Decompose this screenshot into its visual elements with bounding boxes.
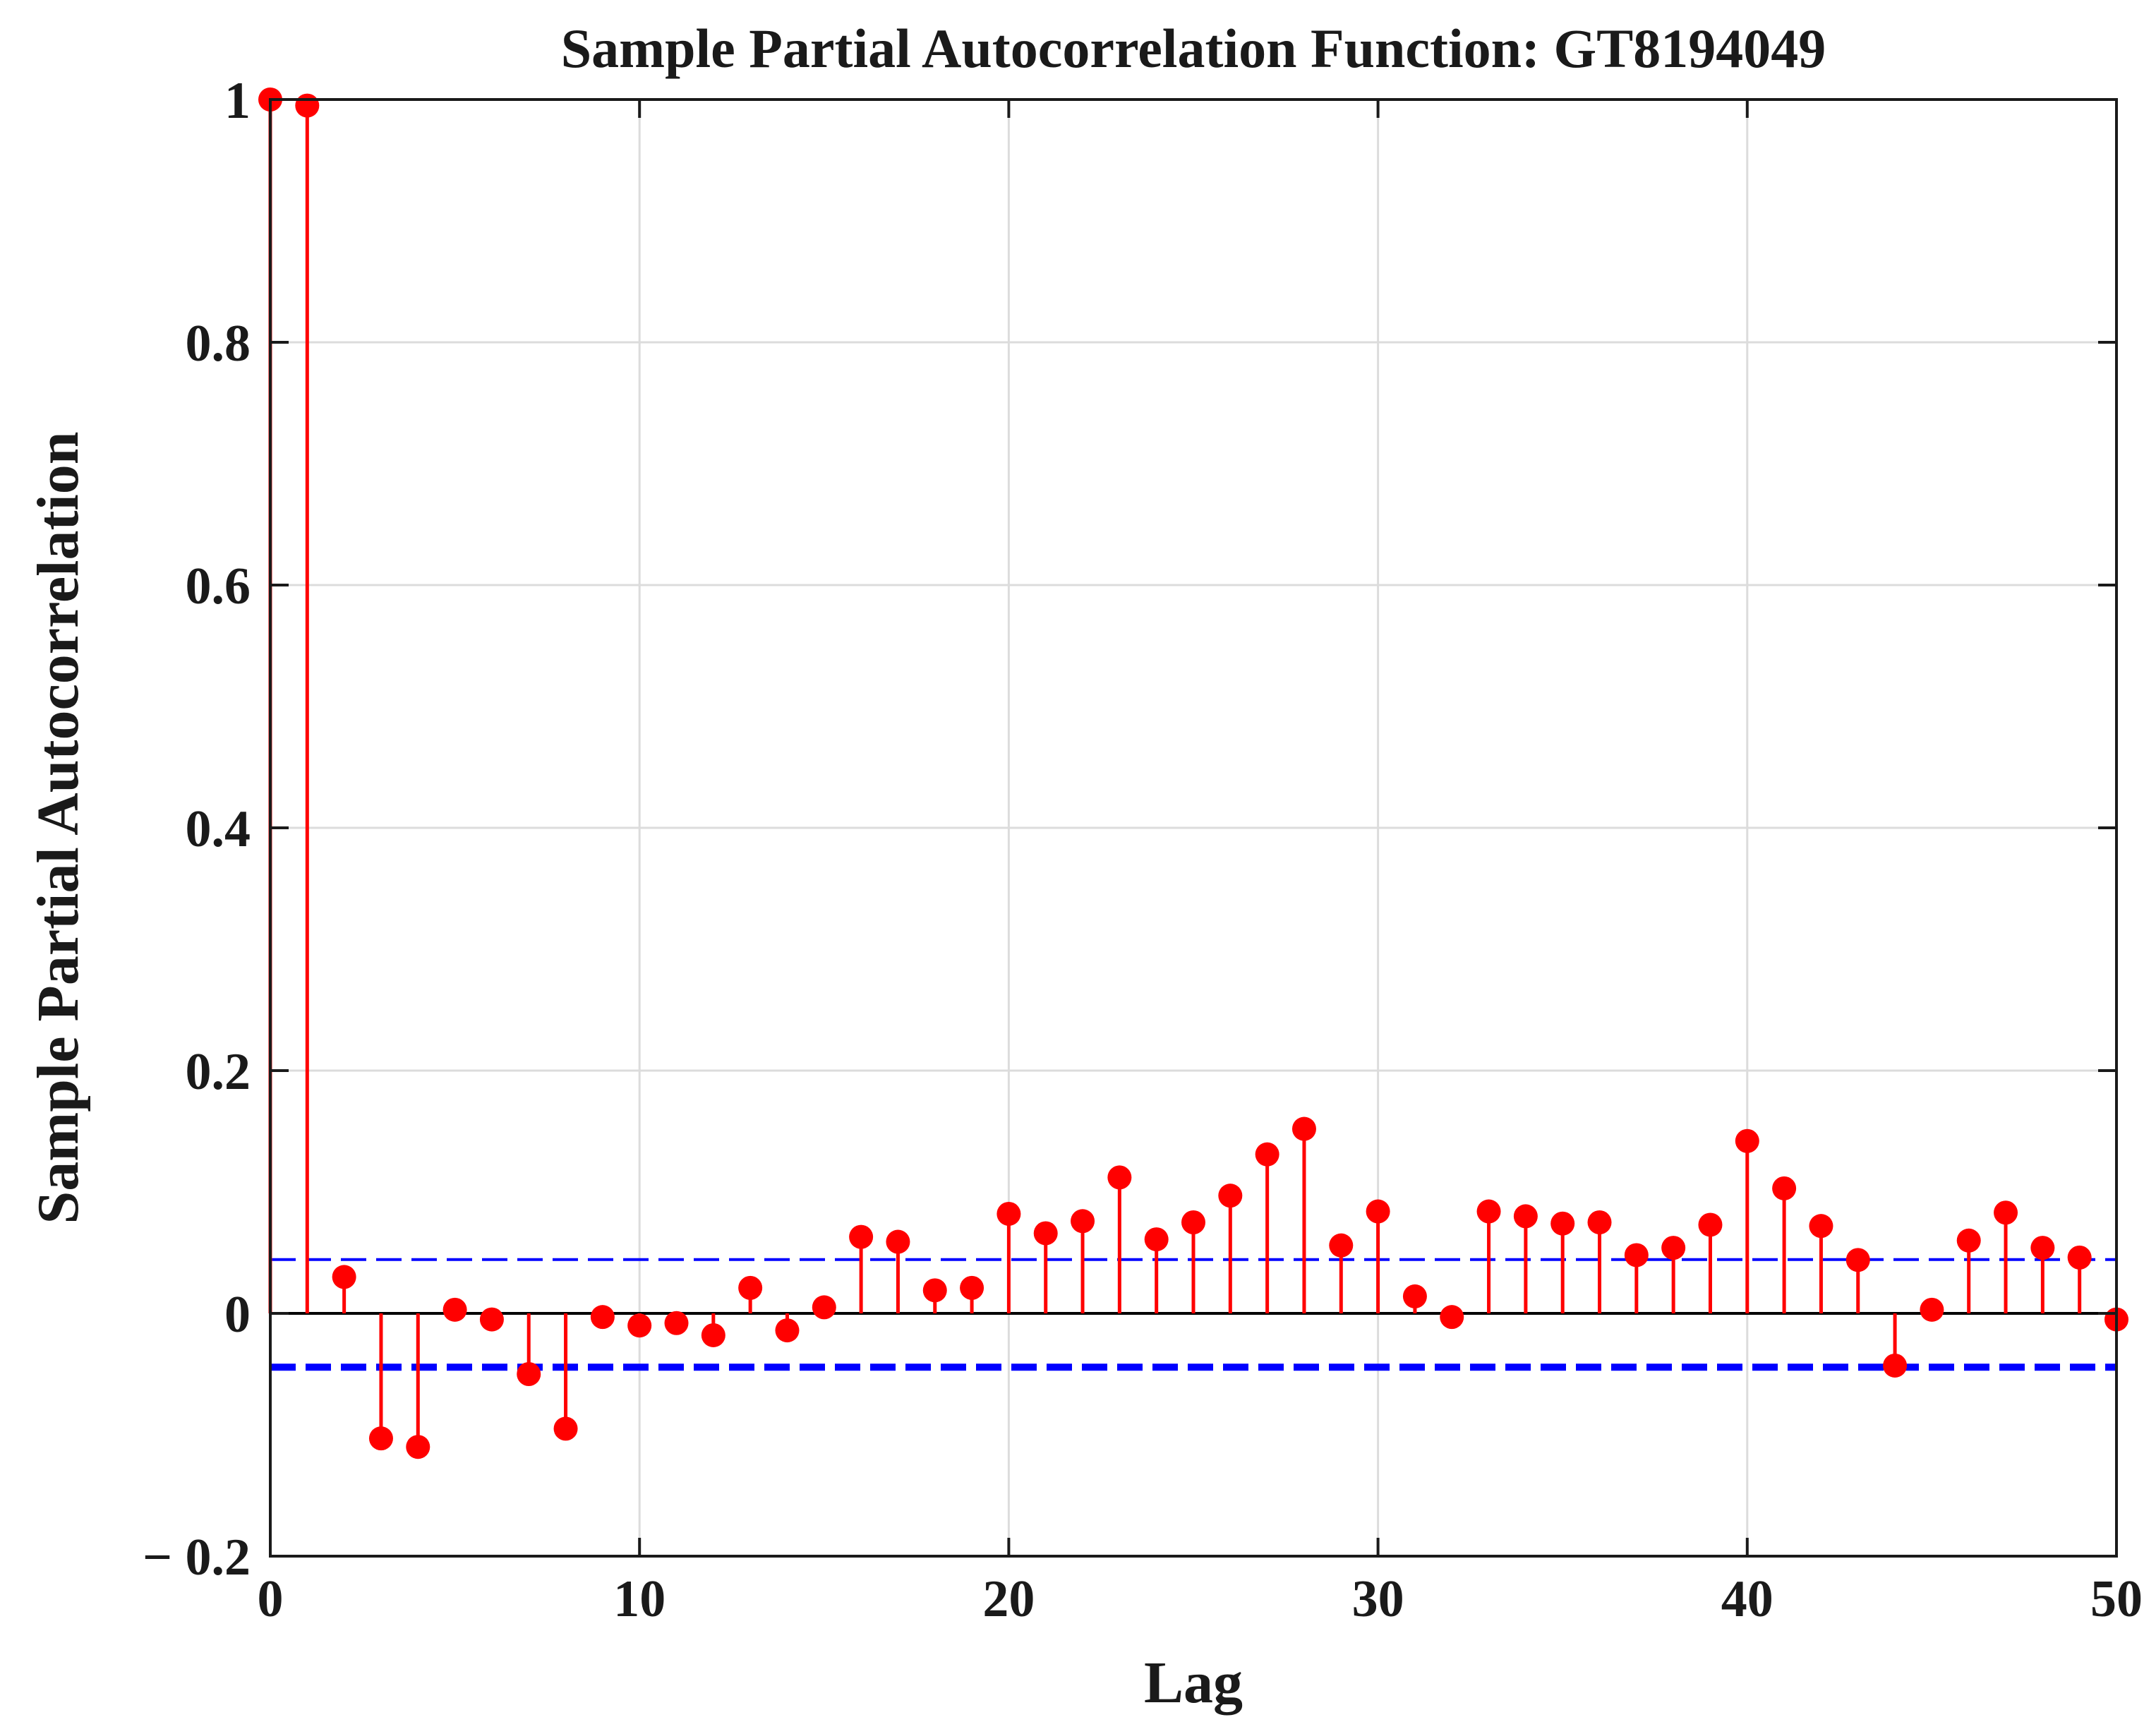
stem-series [258,88,2128,1459]
stem-marker [1920,1297,1944,1322]
stem-marker [1071,1209,1095,1234]
stem-marker [1772,1176,1797,1200]
y-tick-label: 0 [224,1286,251,1344]
stem-marker [553,1416,578,1441]
stem-marker [738,1275,763,1300]
x-tick-labels: 0 10 20 30 40 50 [258,1570,2143,1628]
stem-marker [775,1318,800,1343]
x-tick-label: 20 [982,1570,1035,1628]
stem-marker [517,1362,541,1386]
stem-marker [1550,1211,1575,1236]
x-tick-label: 0 [258,1570,284,1628]
stem-marker [2067,1245,2092,1270]
stem-marker [922,1278,947,1303]
y-tick-labels: − 0.2 0 0.2 0.4 0.6 0.8 1 [143,72,251,1586]
y-tick-label: 0.6 [186,558,251,615]
y-tick-label: 0.4 [186,800,251,858]
stem-marker [960,1275,984,1300]
stem-marker [1956,1228,1981,1253]
stem-marker [664,1311,689,1335]
stem-marker [996,1201,1021,1226]
stem-marker [1181,1210,1205,1234]
stem-marker [1218,1184,1243,1208]
stem-marker [1144,1227,1169,1252]
stem-marker [1366,1199,1390,1224]
stem-marker [368,1426,393,1451]
stem-marker [295,93,320,118]
stem-marker [1661,1236,1686,1260]
stem-marker [1033,1221,1058,1246]
y-tick-label: − 0.2 [143,1529,251,1586]
stem-marker [1476,1199,1501,1224]
x-tick-label: 10 [613,1570,666,1628]
stem-marker [1883,1353,1908,1378]
stem-marker [849,1224,874,1249]
stem-marker [1291,1116,1316,1141]
stem-marker [332,1265,356,1289]
stem-marker [1107,1165,1132,1190]
stem-marker [627,1313,652,1338]
stem-marker [886,1229,910,1254]
tick-marks [269,98,2118,1558]
grid-lines [270,100,2116,1556]
chart-title: Sample Partial Autocorrelation Function:… [561,18,1826,79]
x-axis-label: Lag [1144,1650,1243,1716]
stem-marker [406,1435,430,1459]
stem-marker [1809,1214,1833,1239]
x-tick-label: 50 [2090,1570,2143,1628]
stem-marker [2030,1236,2055,1260]
y-tick-label: 1 [224,72,251,130]
y-tick-label: 0.8 [186,315,251,373]
stem-marker [812,1295,836,1320]
stem-marker [1624,1243,1649,1268]
stem-marker [1994,1200,2018,1225]
stem-marker [1698,1212,1723,1237]
stem-marker [1735,1128,1759,1153]
x-tick-label: 40 [1721,1570,1773,1628]
stem-marker [442,1297,467,1322]
x-tick-label: 30 [1352,1570,1404,1628]
stem-marker [1329,1233,1354,1258]
stem-marker [1440,1305,1464,1330]
y-tick-label: 0.2 [186,1043,251,1101]
stem-marker [1587,1210,1612,1234]
stem-marker [590,1305,615,1330]
stem-marker [701,1323,725,1347]
stem-marker [1255,1142,1279,1167]
stem-marker [1513,1204,1538,1229]
stem-marker [1845,1248,1870,1272]
stem-marker [479,1307,504,1332]
stem-marker [1402,1284,1427,1308]
y-axis-label: Sample Partial Autocorrelation [25,432,91,1224]
